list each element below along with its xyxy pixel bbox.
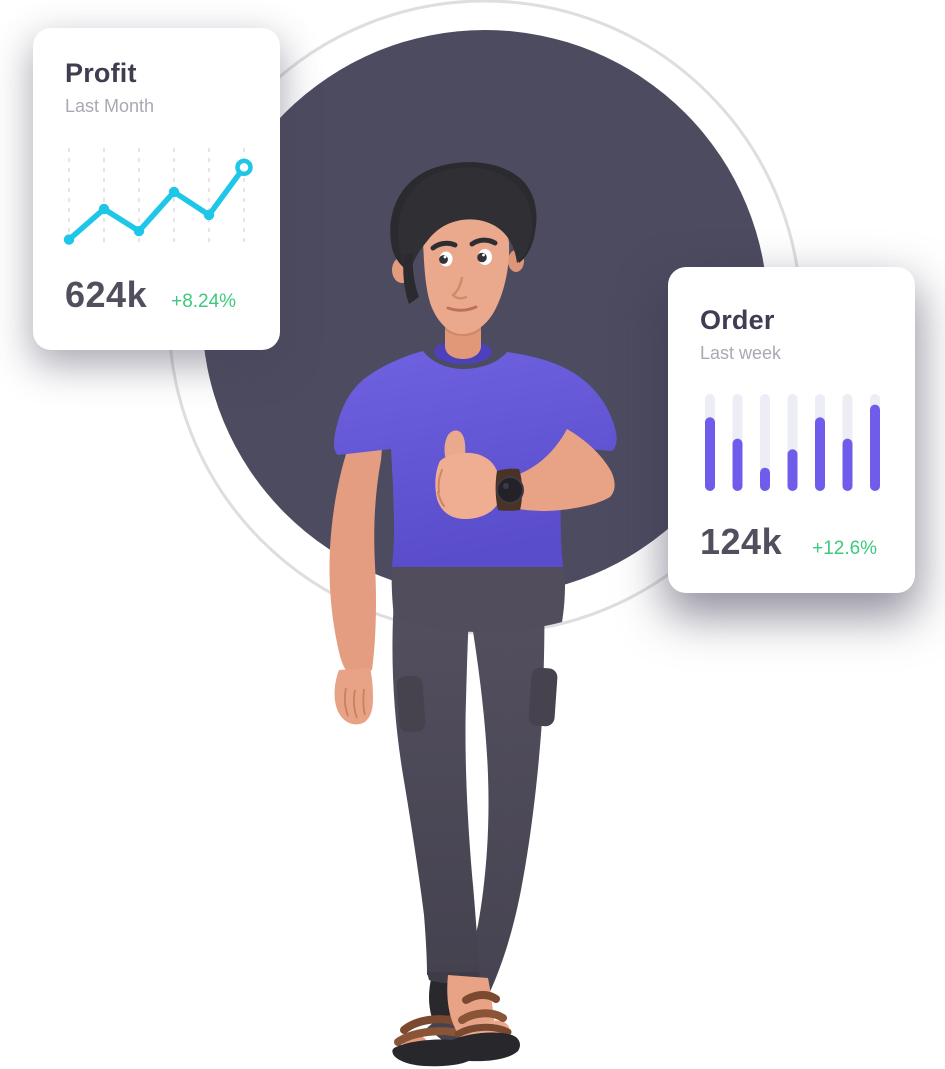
eyebrows: [430, 237, 498, 251]
watch-face: [496, 476, 524, 504]
profit-card: Profit Last Month 624k +8.24%: [33, 28, 280, 350]
order-card-subtitle: Last week: [700, 343, 782, 364]
character-watch: [495, 468, 524, 511]
character-pants: [427, 600, 545, 1048]
profit-card-title: Profit: [65, 58, 137, 88]
profit-card-stats: 624k +8.24%: [65, 274, 248, 316]
profit-value: 624k: [65, 273, 148, 315]
order-change: +12.6%: [812, 537, 878, 559]
order-value: 124k: [700, 520, 783, 562]
character-head: [390, 162, 537, 334]
order-bar-chart: [705, 393, 880, 491]
left-eye: [439, 255, 448, 264]
character-front-sandal: [447, 975, 520, 1062]
fist: [435, 452, 501, 519]
character-thumbs-up-arm: [435, 429, 615, 519]
mouth: [446, 305, 478, 312]
nose: [451, 276, 468, 300]
character-hanging-arm: [329, 448, 382, 725]
character-pants-front: [391, 558, 566, 983]
order-card-title: Order: [700, 305, 775, 335]
profit-card-subtitle: Last Month: [65, 96, 155, 117]
order-card: Order Last week 124k +12.6%: [668, 267, 915, 593]
character: [329, 162, 617, 1067]
right-eye: [477, 252, 487, 263]
profit-change: +8.24%: [171, 290, 237, 312]
order-card-stats: 124k +12.6%: [700, 521, 883, 563]
profit-line-chart: [63, 147, 253, 248]
